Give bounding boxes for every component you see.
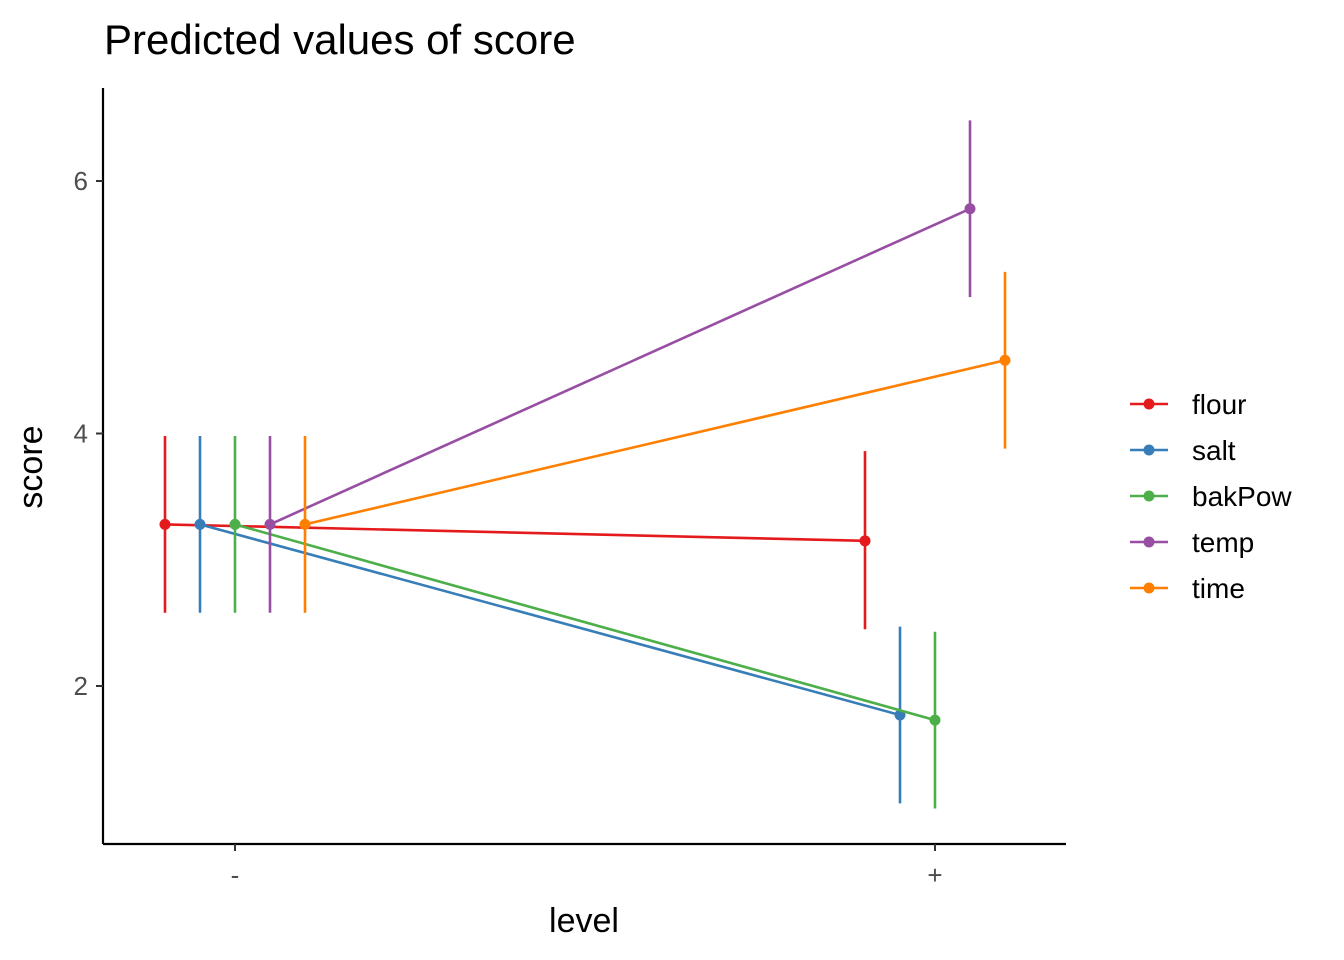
data-point [999,354,1011,366]
series-line [269,207,971,526]
data-point [964,203,976,215]
series-flour [159,436,871,630]
legend-item-temp: temp [1130,527,1254,558]
series-salt [194,436,906,804]
data-point [159,518,171,530]
y-axis-title: score [12,425,50,508]
series-line [199,523,901,717]
legend-key-point [1143,490,1155,502]
x-axis-ticks: - + [231,844,943,890]
legend-item-time: time [1130,573,1245,604]
data-point [229,518,241,530]
x-tick-label: + [927,860,942,890]
legend-item-salt: salt [1130,435,1236,466]
series-line [164,523,866,543]
y-tick-label: 6 [74,166,88,196]
series-line [304,359,1006,526]
legend-label: flour [1192,389,1246,420]
data-point [264,518,276,530]
series-temp [264,120,976,613]
series-line [234,523,936,722]
legend-label: temp [1192,527,1254,558]
data-point [299,518,311,530]
legend-item-bakPow: bakPow [1130,481,1292,512]
y-axis-ticks: 2 4 6 [74,166,103,701]
legend-label: time [1192,573,1245,604]
legend-item-flour: flour [1130,389,1246,420]
chart-title: Predicted values of score [104,16,576,63]
y-tick-label: 4 [74,419,88,449]
legend-label: bakPow [1192,481,1292,512]
legend-key-point [1143,536,1155,548]
legend-label: salt [1192,435,1236,466]
legend-key-point [1143,444,1155,456]
data-point [859,535,871,547]
x-tick-label: - [231,860,240,890]
series-time [299,271,1011,613]
data-point [194,518,206,530]
series-bakPow [229,436,941,809]
legend-key-point [1143,582,1155,594]
plot-area [159,120,1011,809]
x-axis-title: level [549,902,619,940]
legend-key-point [1143,398,1155,410]
legend: flour salt bakPow temp time [1130,389,1292,604]
y-tick-label: 2 [74,671,88,701]
data-point [929,714,941,726]
